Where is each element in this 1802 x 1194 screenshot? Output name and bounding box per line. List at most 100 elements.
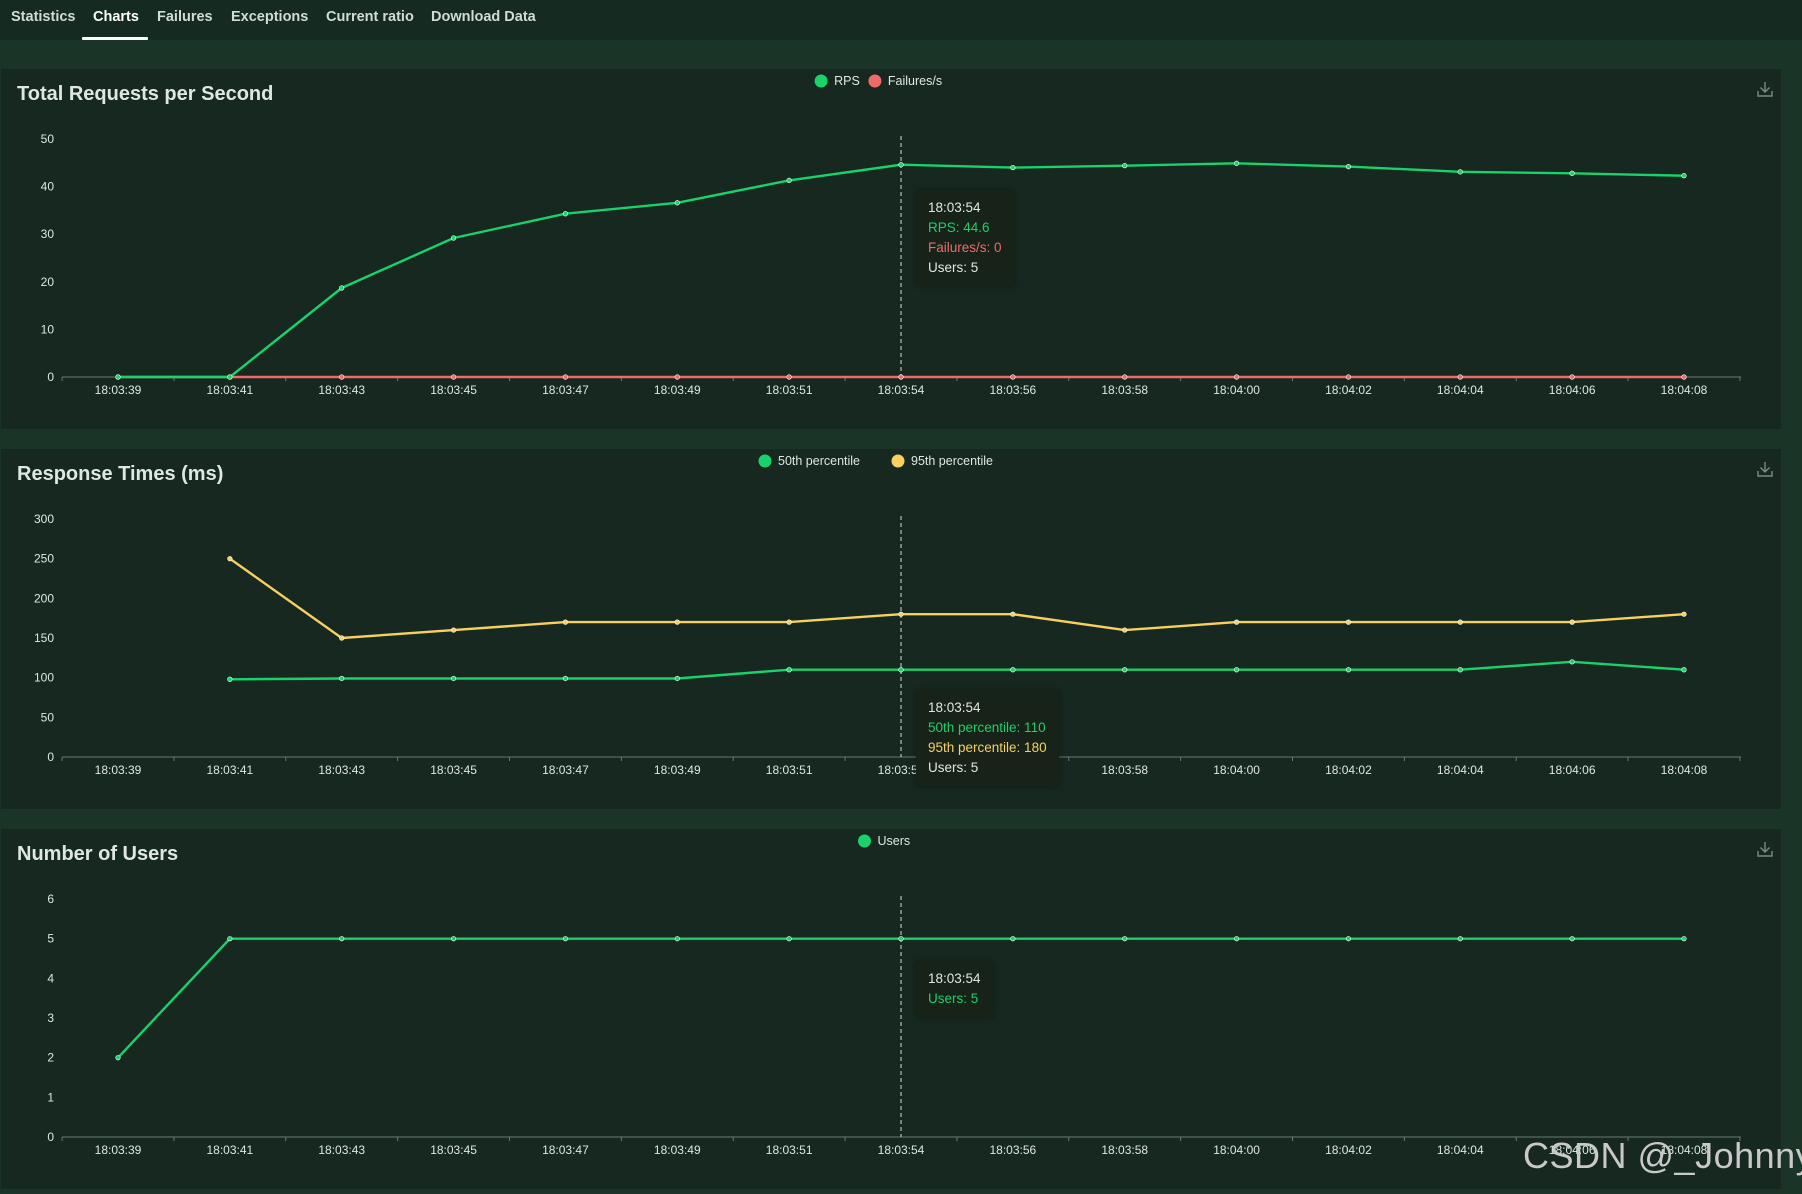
data-point — [562, 374, 569, 380]
tab-exceptions[interactable]: Exceptions — [231, 9, 309, 25]
x-tick-label: 18:03:51 — [766, 1143, 813, 1157]
data-point — [1569, 659, 1575, 665]
data-point — [1345, 164, 1352, 170]
data-point — [227, 676, 233, 682]
data-point — [674, 619, 680, 625]
x-tick-label: 18:03:58 — [1101, 383, 1148, 397]
data-point — [1457, 667, 1463, 673]
data-point — [786, 667, 792, 673]
data-point — [1457, 374, 1463, 380]
data-point — [450, 627, 457, 633]
y-tick-label: 100 — [34, 671, 54, 685]
tab-statistics[interactable]: Statistics — [11, 9, 76, 25]
x-tick-label: 18:03:41 — [206, 383, 253, 397]
tab-current-ratio[interactable]: Current ratio — [326, 9, 414, 25]
x-tick-label: 18:03:45 — [430, 763, 477, 777]
x-tick-label: 18:04:08 — [1661, 1143, 1708, 1157]
chart-svg: 50th percentile 95th percentile 0 50 100 150 2… — [34, 454, 1741, 777]
watermark: CSDN @_Johnny_ — [1523, 1135, 1802, 1176]
y-tick-label: 50 — [41, 710, 55, 724]
data-point — [339, 675, 345, 682]
y-tick-label: 0 — [47, 370, 54, 384]
x-tick-label: 18:03:56 — [989, 383, 1036, 397]
data-point — [1233, 374, 1240, 380]
series-line — [229, 557, 1685, 640]
data-point — [1681, 936, 1687, 942]
x-tick-label: 18:04:06 — [1549, 763, 1596, 777]
download-icon[interactable] — [1755, 839, 1775, 859]
legend-label: 50th percentile — [778, 454, 860, 468]
legend-marker — [814, 74, 828, 88]
download-icon[interactable] — [1755, 79, 1775, 99]
data-point — [786, 177, 792, 184]
data-point — [786, 374, 792, 380]
data-point — [450, 235, 457, 241]
data-point — [1345, 619, 1352, 625]
data-point — [450, 675, 457, 682]
data-point — [450, 936, 457, 942]
x-tick-label: 18:03:49 — [654, 383, 701, 397]
legend-marker — [858, 834, 871, 848]
x-tick-label: 18:03:51 — [766, 763, 813, 777]
data-point — [115, 374, 121, 380]
chart-svg: RPS Failures/s 0 10 20 30 40 50 18:03:39 18:03:41… — [41, 74, 1741, 397]
data-point — [339, 635, 345, 641]
data-point — [1681, 374, 1687, 380]
data-point — [1457, 169, 1463, 175]
x-tick-label: 18:03:58 — [1101, 763, 1148, 777]
data-point — [1122, 163, 1128, 169]
x-tick-label: 18:03:54 — [878, 1143, 925, 1157]
chart-title: Total Requests per Second — [17, 83, 274, 105]
download-icon[interactable] — [1755, 459, 1775, 479]
x-tick-label: 18:04:04 — [1437, 763, 1484, 777]
legend-label: 95th percentile — [911, 454, 993, 468]
tooltip-line: Users: 5 — [928, 760, 979, 775]
data-point — [898, 667, 904, 673]
tooltip-time: 18:03:54 — [928, 200, 981, 215]
data-point — [1233, 160, 1240, 166]
x-tick-label: 18:03:43 — [318, 1143, 365, 1157]
x-tick-label: 18:03:54 — [878, 763, 925, 777]
data-point — [1569, 936, 1575, 942]
y-tick-label: 20 — [41, 275, 55, 289]
tab-failures[interactable]: Failures — [157, 9, 213, 25]
x-tick-label: 18:03:43 — [318, 383, 365, 397]
chart-panel-users: Number of Users Users 0 1 2 3 4 5 6 18:03:39 18:0… — [1, 829, 1781, 1189]
data-point — [1233, 936, 1240, 942]
data-point — [227, 374, 233, 380]
data-point — [562, 619, 569, 625]
x-tick-label: 18:04:04 — [1437, 1143, 1484, 1157]
x-tick-label: 18:03:58 — [1101, 1143, 1148, 1157]
data-point — [227, 936, 233, 942]
x-tick-label: 18:04:06 — [1549, 1143, 1596, 1157]
chart-tooltip: 18:03:54 RPS: 44.6 Failures/s: 0 Users: 5 — [916, 190, 1014, 286]
data-point — [898, 936, 904, 942]
x-tick-label: 18:04:02 — [1325, 763, 1372, 777]
data-point — [1681, 667, 1687, 673]
x-tick-label: 18:03:47 — [542, 763, 589, 777]
data-point — [562, 936, 569, 942]
data-point — [339, 936, 345, 942]
data-point — [1457, 619, 1463, 625]
tab-download-data[interactable]: Download Data — [431, 9, 536, 25]
y-tick-label: 200 — [34, 591, 54, 605]
tooltip-line: Users: 5 — [928, 991, 979, 1006]
x-tick-label: 18:03:43 — [318, 763, 365, 777]
data-point — [1345, 374, 1352, 380]
data-point — [1010, 936, 1016, 942]
data-point — [898, 162, 904, 168]
tab-bar: Statistics Charts Failures Exceptions Cu… — [0, 0, 1802, 40]
data-point — [898, 611, 904, 617]
y-tick-label: 0 — [47, 1130, 54, 1144]
x-tick-label: 18:04:02 — [1325, 383, 1372, 397]
legend-label: Users — [878, 834, 911, 848]
y-tick-label: 6 — [47, 892, 54, 906]
data-point — [1010, 374, 1016, 380]
x-tick-label: 18:04:00 — [1213, 763, 1260, 777]
x-tick-label: 18:03:45 — [430, 383, 477, 397]
data-point — [1122, 667, 1128, 673]
x-tick-label: 18:03:45 — [430, 1143, 477, 1157]
data-point — [674, 936, 680, 942]
tab-charts[interactable]: Charts — [93, 9, 139, 25]
data-point — [1233, 667, 1240, 673]
